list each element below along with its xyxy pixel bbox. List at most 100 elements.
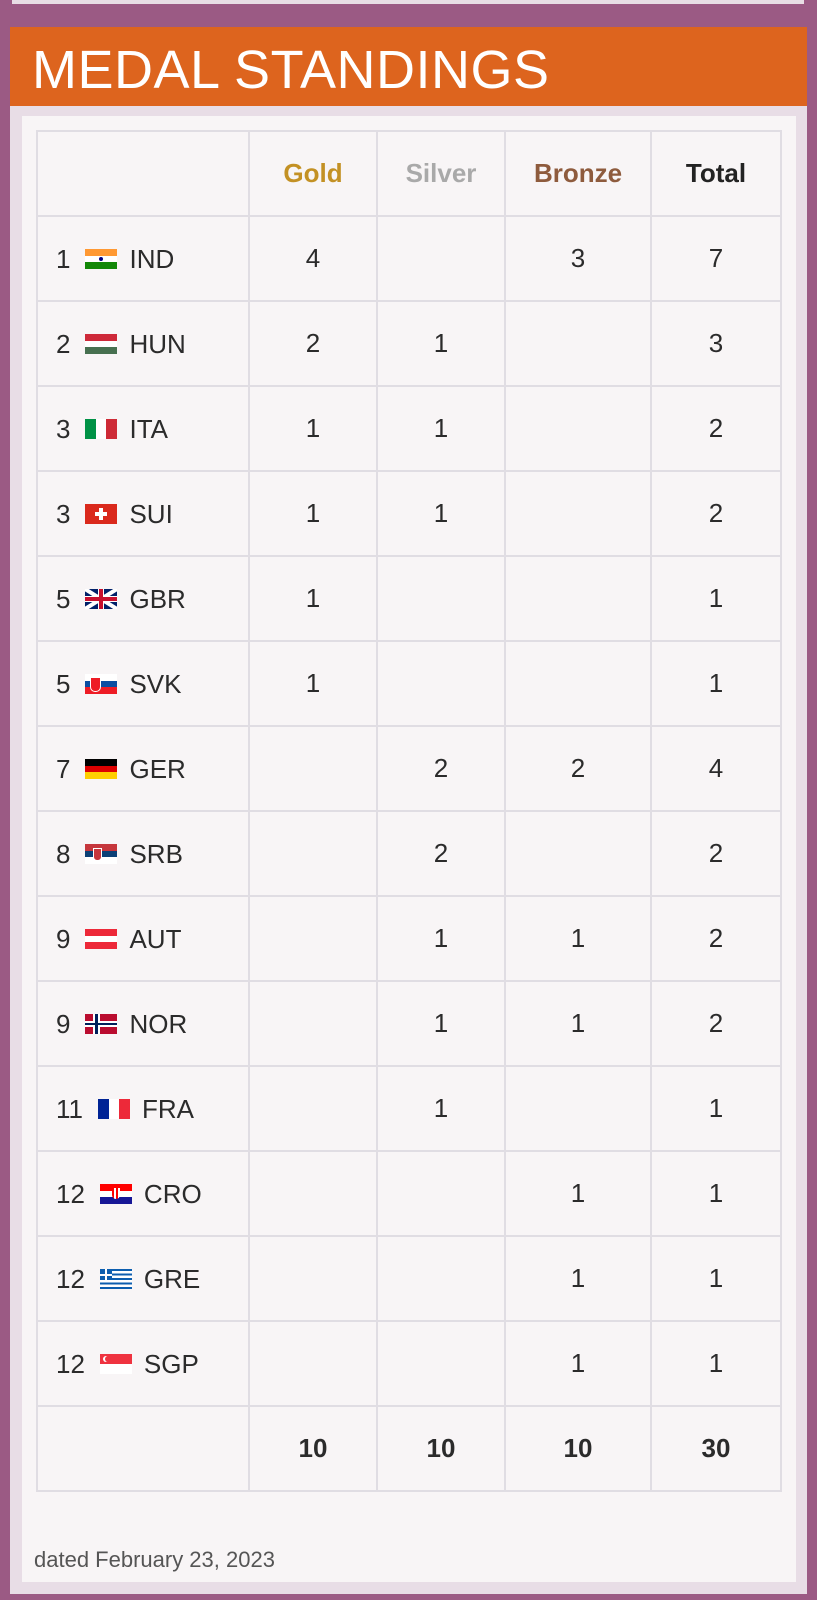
- rank: 1: [56, 243, 71, 274]
- gold-count: 1: [248, 470, 378, 557]
- country-code: AUT: [129, 923, 182, 954]
- total-count: 7: [650, 215, 782, 302]
- rank: 9: [56, 923, 71, 954]
- silver-count: 1: [376, 470, 506, 557]
- dated-note: dated February 23, 2023: [34, 1547, 275, 1572]
- bronze-count: [504, 300, 652, 387]
- rank: 3: [56, 413, 71, 444]
- rank: 12: [56, 1178, 85, 1209]
- silver-count: 1: [376, 895, 506, 982]
- rank: 7: [56, 753, 71, 784]
- bronze-count: 1: [504, 1235, 652, 1322]
- totals-label-cell: [36, 1405, 250, 1492]
- gold-count: [248, 810, 378, 897]
- medal-standings-card: MEDAL STANDINGS Gold Silver Bronze Total: [10, 27, 807, 1594]
- country-code: CRO: [143, 1178, 202, 1209]
- bronze-count: [504, 555, 652, 642]
- rank: 8: [56, 838, 71, 869]
- norway-flag-icon: [85, 1014, 118, 1035]
- nation-cell: 12 CRO: [36, 1150, 250, 1237]
- page-title: MEDAL STANDINGS: [32, 40, 550, 100]
- gold-count: [248, 1235, 378, 1322]
- bronze-count: [504, 385, 652, 472]
- nation-cell: 9 AUT: [36, 895, 250, 982]
- total-count: 1: [650, 1320, 782, 1407]
- country-code: ITA: [129, 413, 168, 444]
- top-strip: [12, 0, 804, 4]
- grand-total: 30: [650, 1405, 782, 1492]
- silver-count: 1: [376, 300, 506, 387]
- greece-flag-icon: [99, 1269, 132, 1290]
- silver-count: 2: [376, 810, 506, 897]
- gold-count: [248, 980, 378, 1067]
- gold-count: [248, 725, 378, 812]
- nation-cell: 9 NOR: [36, 980, 250, 1067]
- total-gold: 10: [248, 1405, 378, 1492]
- rank: 12: [56, 1263, 85, 1294]
- austria-flag-icon: [85, 929, 118, 950]
- italy-flag-icon: [85, 419, 118, 440]
- gold-count: 1: [248, 385, 378, 472]
- total-count: 2: [650, 980, 782, 1067]
- nation-cell: 3 ITA: [36, 385, 250, 472]
- serbia-flag-icon: [85, 844, 118, 865]
- hungary-flag-icon: [85, 334, 118, 355]
- rank: 9: [56, 1008, 71, 1039]
- rank: 5: [56, 583, 71, 614]
- bronze-count: [504, 640, 652, 727]
- header-nation: [36, 130, 250, 217]
- bronze-count: [504, 1065, 652, 1152]
- total-count: 4: [650, 725, 782, 812]
- table-row: 9 NOR 1 1 2: [36, 980, 782, 1067]
- table-row: 2 HUN 2 1 3: [36, 300, 782, 387]
- total-count: 1: [650, 1150, 782, 1237]
- totals-row: 10 10 10 30: [36, 1405, 782, 1492]
- nation-cell: 2 HUN: [36, 300, 250, 387]
- nation-cell: 5 GBR: [36, 555, 250, 642]
- bronze-count: 3: [504, 215, 652, 302]
- rank: 3: [56, 498, 71, 529]
- total-count: 3: [650, 300, 782, 387]
- country-code: GER: [129, 753, 186, 784]
- table-row: 5 SVK 1 1: [36, 640, 782, 727]
- gold-count: 2: [248, 300, 378, 387]
- silver-count: [376, 215, 506, 302]
- country-code: HUN: [129, 328, 186, 359]
- total-silver: 10: [376, 1405, 506, 1492]
- table-row: 12 GRE 1 1: [36, 1235, 782, 1322]
- standings-panel: Gold Silver Bronze Total 1 IND 4 3 7 2 HUN 2 1 3 3…: [22, 116, 796, 1582]
- header-total: Total: [650, 130, 782, 217]
- silver-count: 1: [376, 385, 506, 472]
- country-code: NOR: [129, 1008, 188, 1039]
- silver-count: [376, 1235, 506, 1322]
- slovakia-flag-icon: [85, 674, 118, 695]
- table-row: 12 CRO 1 1: [36, 1150, 782, 1237]
- country-code: IND: [129, 243, 175, 274]
- france-flag-icon: [98, 1099, 130, 1120]
- bronze-count: 1: [504, 1150, 652, 1237]
- total-count: 1: [650, 640, 782, 727]
- silver-count: [376, 640, 506, 727]
- header-gold: Gold: [248, 130, 378, 217]
- bronze-count: 2: [504, 725, 652, 812]
- bronze-count: 1: [504, 895, 652, 982]
- rank: 5: [56, 668, 71, 699]
- rank: 2: [56, 328, 71, 359]
- total-count: 1: [650, 555, 782, 642]
- table-row: 3 ITA 1 1 2: [36, 385, 782, 472]
- header-bronze: Bronze: [504, 130, 652, 217]
- silver-count: 2: [376, 725, 506, 812]
- rank: 11: [56, 1093, 83, 1124]
- nation-cell: 8 SRB: [36, 810, 250, 897]
- country-code: GBR: [129, 583, 186, 614]
- total-count: 2: [650, 470, 782, 557]
- table-row: 7 GER 2 2 4: [36, 725, 782, 812]
- bronze-count: [504, 470, 652, 557]
- table-row: 12 SGP 1 1: [36, 1320, 782, 1407]
- singapore-flag-icon: [99, 1354, 132, 1375]
- croatia-flag-icon: [99, 1184, 132, 1205]
- switzerland-flag-icon: [85, 504, 118, 525]
- total-bronze: 10: [504, 1405, 652, 1492]
- gold-count: 1: [248, 555, 378, 642]
- gold-count: [248, 1065, 378, 1152]
